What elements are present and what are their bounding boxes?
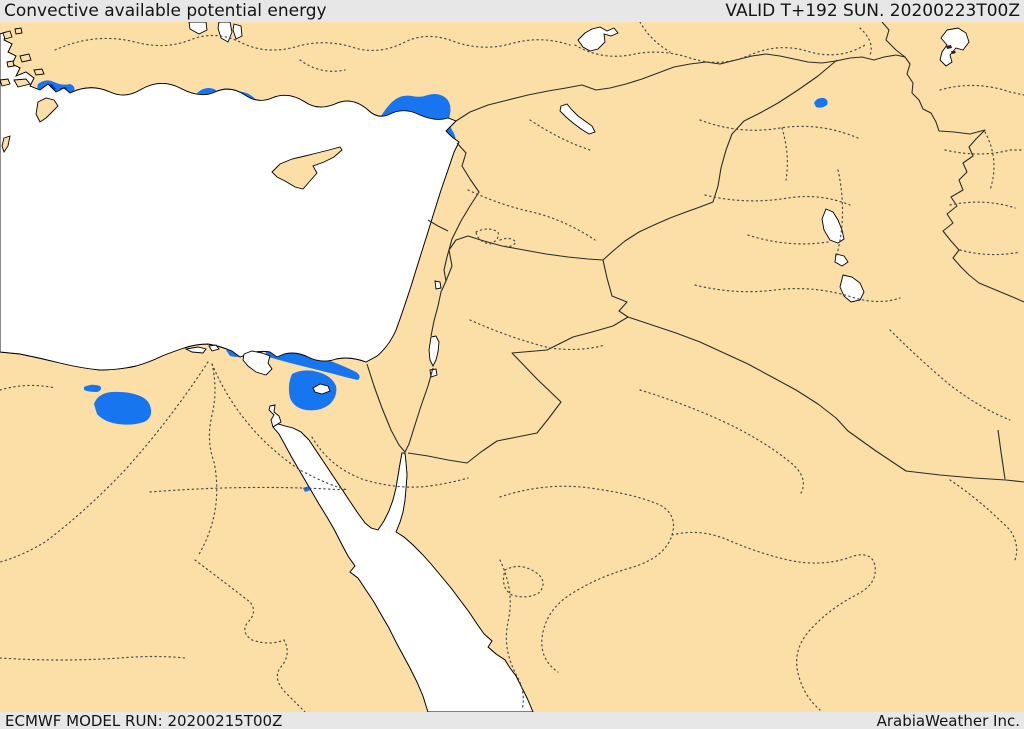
lake-manzala (242, 350, 273, 376)
model-run-label: ECMWF MODEL RUN: 20200215T00Z (5, 711, 283, 729)
dead-sea (428, 335, 440, 368)
lake-tharthar (821, 208, 845, 244)
lake-assad (559, 103, 596, 135)
admin-boundaries (0, 21, 1024, 713)
lake-bardawil (312, 383, 331, 395)
header-bar: Convective available potential energy VA… (0, 0, 1024, 22)
footer-bar: ECMWF MODEL RUN: 20200215T00Z ArabiaWeat… (0, 712, 1024, 729)
sea-of-galilee (434, 280, 442, 290)
ataturk-reservoir (577, 26, 619, 52)
country-borders (366, 21, 1024, 483)
rhodes-island (35, 97, 59, 123)
page-title: Convective available potential energy (4, 1, 327, 21)
branding-label: ArabiaWeather Inc. (876, 711, 1020, 729)
valid-time-label: VALID T+192 SUN. 20200223T00Z (725, 1, 1020, 21)
lake-layer (184, 21, 970, 395)
cyprus-island (271, 146, 343, 190)
island-layer (0, 27, 343, 190)
